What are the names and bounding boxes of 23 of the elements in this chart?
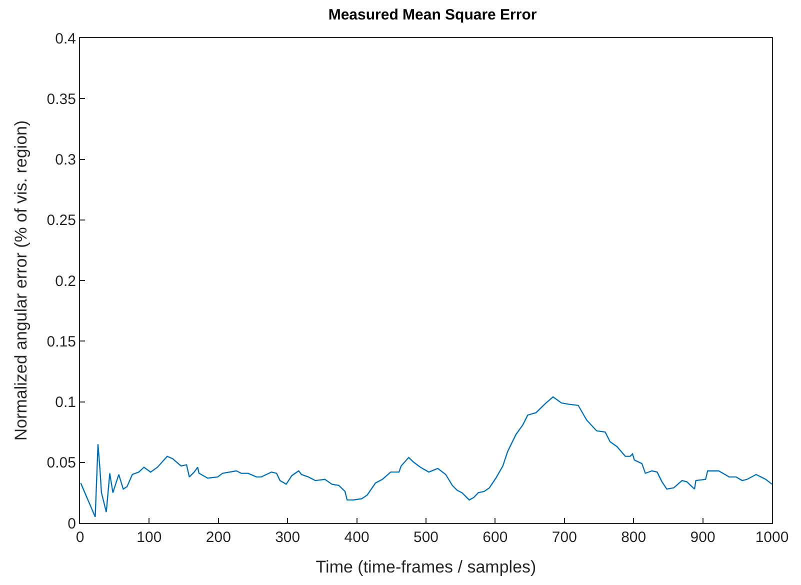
x-tick-label: 400 (344, 529, 370, 546)
y-axis-title: Normalized angular error (% of vis. region) (11, 120, 30, 441)
y-tick-label: 0.3 (55, 152, 76, 168)
x-tick-label: 800 (621, 529, 646, 546)
x-tick-label: 600 (482, 529, 508, 546)
x-tick-label: 1000 (755, 529, 789, 546)
line-series (80, 396, 772, 518)
y-tick-label: 0.1 (55, 394, 76, 411)
x-tick-label: 500 (413, 529, 439, 546)
y-tick-label: 0 (68, 515, 76, 532)
y-tick-label: 0.05 (46, 454, 76, 472)
y-tick-label: 0.4 (55, 30, 76, 48)
x-tick-label: 100 (136, 529, 162, 546)
x-tick-label: 300 (275, 529, 300, 546)
x-axis-title: Time (time-frames / samples) (316, 557, 536, 576)
x-tick-label: 200 (206, 529, 231, 546)
y-tick-label: 0.35 (46, 90, 76, 108)
y-tick-label: 0.15 (46, 333, 76, 350)
x-tick-label: 700 (552, 529, 577, 546)
x-tick-label: 900 (690, 529, 716, 546)
chart-title: Measured Mean Square Error (328, 6, 537, 24)
y-tick-label: 0.25 (46, 212, 76, 230)
y-tick-label: 0.2 (55, 272, 76, 290)
